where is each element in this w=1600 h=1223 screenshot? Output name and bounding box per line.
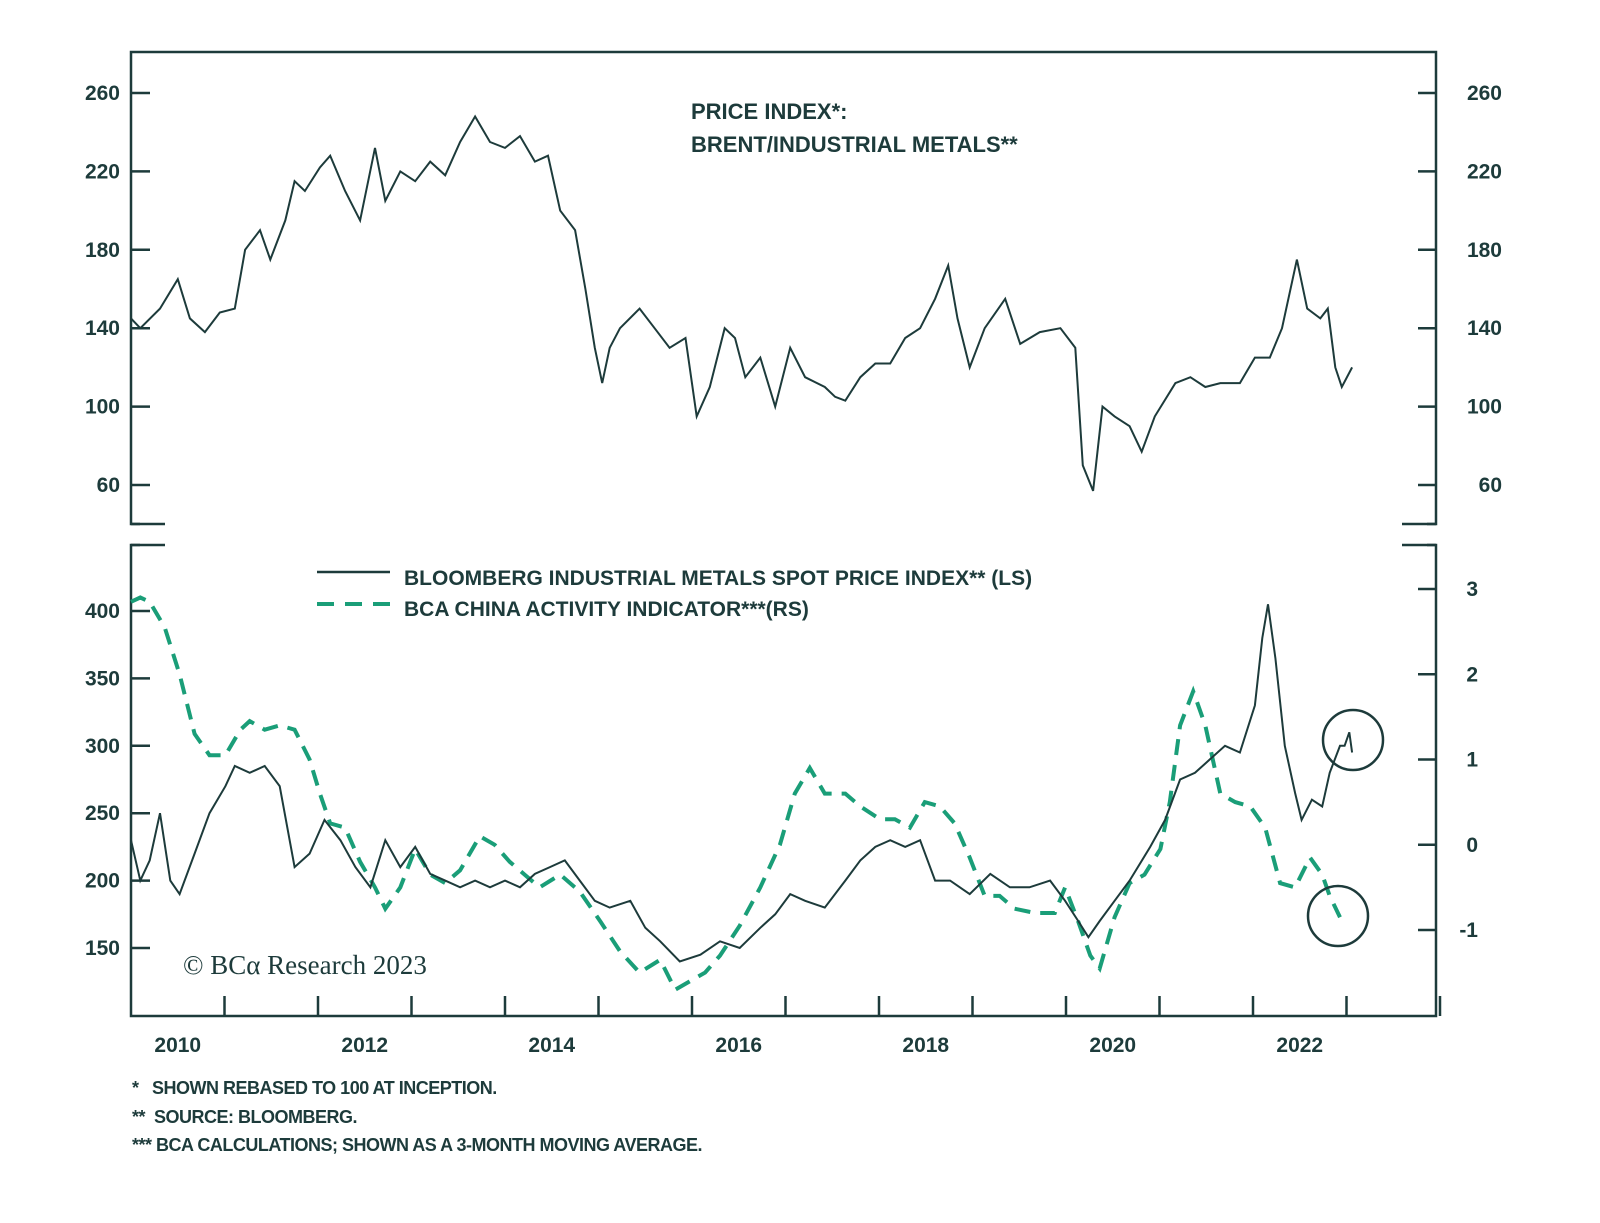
y-tick-label-right: 60 [1479,474,1502,497]
y-tick-label-right: 260 [1467,82,1502,105]
series-line-brent-metals [130,114,1353,492]
legend-label-metals: BLOOMBERG INDUSTRIAL METALS SPOT PRICE I… [404,567,1032,590]
footnotes: * SHOWN REBASED TO 100 AT INCEPTION. ** … [132,1078,702,1155]
series-line-industrial-metals [130,604,1354,963]
y-tick-label-right: -1 [1459,919,1478,942]
x-tick-label: 2016 [715,1034,762,1057]
footnote-2: SOURCE: BLOOMBERG. [154,1107,357,1127]
y-tick-label-left: 300 [85,735,120,758]
y-tick-label-right: 0 [1466,834,1478,857]
y-tick-label-right: 180 [1467,239,1502,262]
y-tick-label-right: 220 [1467,160,1502,183]
footnote-mark-2: ** [132,1107,146,1127]
x-tick-label: 2018 [902,1034,949,1057]
y-tick-label-left: 260 [85,82,120,105]
y-tick-label-left: 250 [85,802,120,825]
legend-label-china: BCA CHINA ACTIVITY INDICATOR***(RS) [404,598,809,621]
y-tick-label-left: 60 [97,474,120,497]
top-title: PRICE INDEX*: [691,99,847,124]
highlight-circle-metals [1321,708,1385,772]
footnote-3: BCA CALCULATIONS; SHOWN AS A 3-MONTH MOV… [156,1135,702,1155]
y-tick-label-left: 100 [85,396,120,419]
x-tick-label: 2010 [154,1034,201,1057]
y-tick-label-left: 150 [85,937,120,960]
y-tick-label-right: 1 [1466,749,1478,772]
y-tick-label-left: 180 [85,239,120,262]
y-tick-label-left: 400 [85,600,120,623]
top-subtitle: BRENT/INDUSTRIAL METALS** [691,132,1018,157]
legend: BLOOMBERG INDUSTRIAL METALS SPOT PRICE I… [317,567,1032,621]
y-tick-label-right: 100 [1467,396,1502,419]
y-tick-label-left: 350 [85,667,120,690]
y-tick-label-right: 2 [1466,663,1478,686]
top-panel: PRICE INDEX*: BRENT/INDUSTRIAL METALS** … [85,50,1502,526]
footnote-mark-3: *** [132,1135,152,1155]
x-tick-label: 2020 [1089,1034,1136,1057]
y-tick-label-left: 220 [85,160,120,183]
y-tick-label-left: 200 [85,870,120,893]
x-tick-label: 2022 [1276,1034,1323,1057]
copyright-annotation: © BCα Research 2023 [183,950,427,980]
x-tick-label: 2014 [528,1034,575,1057]
y-tick-label-right: 140 [1467,317,1502,340]
series-line-china-activity [130,595,1342,993]
highlight-circle-china [1306,884,1370,948]
y-tick-label-left: 140 [85,317,120,340]
footnote-1: SHOWN REBASED TO 100 AT INCEPTION. [152,1078,497,1098]
footnote-mark-1: * [132,1078,139,1098]
bottom-panel: 150 200 250 300 350 400 -1 0 1 2 3 BLOOMBERG INDUS… [85,520,1478,1057]
x-tick-label: 2012 [341,1034,388,1057]
y-tick-label-right: 3 [1466,578,1478,601]
